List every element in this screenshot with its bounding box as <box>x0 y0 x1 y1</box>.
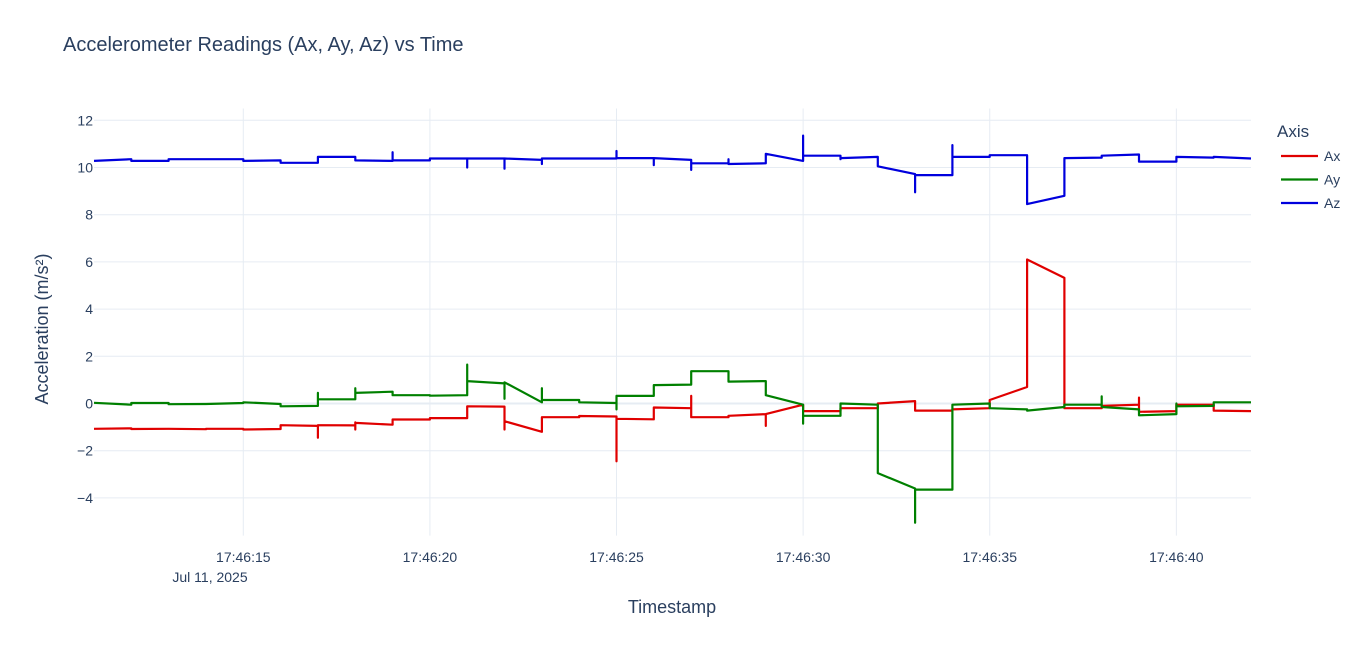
legend-label-az: Az <box>1324 195 1340 211</box>
legend: Axis Ax Ay Az <box>1277 122 1340 211</box>
y-tick-label: 10 <box>77 160 93 176</box>
y-tick-label: 12 <box>77 112 93 128</box>
y-tick-label: −4 <box>77 490 93 506</box>
x-tick-date-label: Jul 11, 2025 <box>172 569 247 585</box>
x-tick-label: 17:46:35 <box>962 549 1017 565</box>
series-line-ax <box>93 258 1252 463</box>
x-tick-labels: 17:46:15 17:46:20 17:46:25 17:46:30 17:46:35… <box>216 549 1204 565</box>
y-axis-title: Acceleration (m/s²) <box>32 253 52 404</box>
x-tick-label: 17:46:20 <box>403 549 458 565</box>
legend-label-ay: Ay <box>1324 172 1340 188</box>
y-tick-label: 0 <box>85 396 93 412</box>
x-tick-label: 17:46:25 <box>589 549 644 565</box>
grid-layer <box>94 108 1251 536</box>
y-tick-label: 6 <box>85 254 93 270</box>
series-line-ay <box>93 363 1251 524</box>
series-line-az <box>93 134 1252 206</box>
x-tick-label: 17:46:30 <box>776 549 831 565</box>
y-tick-label: −2 <box>77 443 93 459</box>
y-tick-label: 8 <box>85 207 93 223</box>
x-tick-label: 17:46:40 <box>1149 549 1204 565</box>
y-tick-labels: 12 10 8 6 4 2 0 −2 −4 <box>77 112 93 506</box>
x-tick-label: 17:46:15 <box>216 549 271 565</box>
legend-label-ax: Ax <box>1324 148 1340 164</box>
legend-items: Ax Ay Az <box>1281 148 1340 211</box>
x-axis-title: Timestamp <box>628 597 716 617</box>
y-tick-label: 2 <box>85 348 93 364</box>
chart-title: Accelerometer Readings (Ax, Ay, Az) vs T… <box>63 34 464 56</box>
y-tick-label: 4 <box>85 301 93 317</box>
legend-title: Axis <box>1277 122 1309 141</box>
series-layer <box>93 134 1252 524</box>
